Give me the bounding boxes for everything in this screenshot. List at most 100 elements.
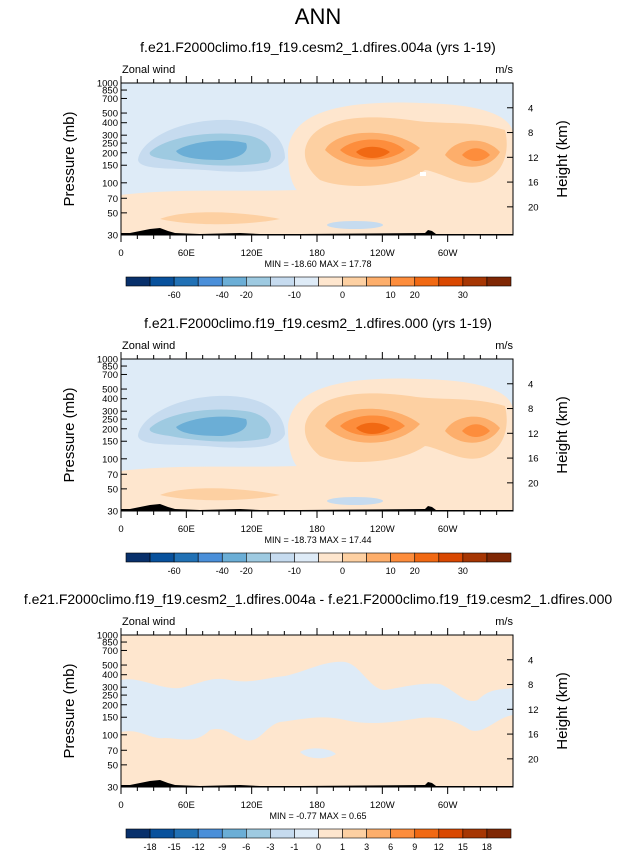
colorbar-label: -10 xyxy=(288,290,301,300)
colorbar-box xyxy=(366,828,391,839)
colorbar-box xyxy=(438,276,464,287)
colorbar-label: 12 xyxy=(434,842,444,850)
panel-1-y-right-label: Height (km) xyxy=(554,120,571,198)
y-tick-label: 100 xyxy=(102,178,118,189)
colorbar-label: 3 xyxy=(364,842,369,850)
colorbar-box xyxy=(173,276,199,287)
y-tick-label: 30 xyxy=(107,507,118,518)
panel-1-negative-lower-jet xyxy=(327,221,383,229)
colorbar-label: -15 xyxy=(168,842,181,850)
panel-2-y-right-label: Height (km) xyxy=(554,396,571,474)
panel-3-y-label: Pressure (mb) xyxy=(61,663,78,758)
colorbar-label: 18 xyxy=(482,842,492,850)
colorbar-box xyxy=(149,276,175,287)
y-right-tick-label: 20 xyxy=(528,754,539,765)
colorbar-box xyxy=(246,276,271,287)
colorbar-box xyxy=(270,828,295,839)
y-tick-label: 850 xyxy=(102,362,118,373)
colorbar-box xyxy=(414,276,440,287)
x-tick-label: 60W xyxy=(438,800,458,811)
y-tick-label: 150 xyxy=(102,437,118,448)
x-tick-label: 60W xyxy=(438,248,458,259)
colorbar-box xyxy=(486,828,512,839)
panel-3-title: f.e21.F2000climo.f19_f19.cesm2_1.dfires.… xyxy=(24,591,613,607)
colorbar-label: -20 xyxy=(240,290,253,300)
figure-title: ANN xyxy=(295,4,341,29)
colorbar-box xyxy=(246,552,271,563)
x-tick-label: 120W xyxy=(370,800,395,811)
colorbar-box xyxy=(149,828,175,839)
colorbar-box xyxy=(486,552,512,563)
colorbar-label: -60 xyxy=(168,566,181,576)
colorbar-label: 9 xyxy=(412,842,417,850)
panel-1-westerly-jet-peak xyxy=(356,146,390,158)
colorbar-box xyxy=(197,828,223,839)
colorbar-box xyxy=(294,552,319,563)
colorbar-label: -20 xyxy=(240,566,253,576)
y-tick-label: 150 xyxy=(102,161,118,172)
y-tick-label: 500 xyxy=(102,109,118,120)
x-tick-label: 120E xyxy=(241,524,263,535)
x-tick-label: 120E xyxy=(241,248,263,259)
panel-3-y-right-ticks: 20 16 12 8 4 xyxy=(507,655,539,765)
colorbar-label: -40 xyxy=(216,566,229,576)
y-right-tick-label: 20 xyxy=(528,202,539,213)
y-tick-label: 150 xyxy=(102,713,118,724)
colorbar-box xyxy=(390,276,416,287)
colorbar-box xyxy=(414,552,440,563)
panel-1-y-right-ticks: 20 16 12 8 4 xyxy=(507,103,539,213)
y-right-tick-label: 4 xyxy=(528,655,533,666)
panel-2-left-label: Zonal wind xyxy=(122,340,175,352)
x-tick-label: 120W xyxy=(370,248,395,259)
colorbar-box xyxy=(173,828,199,839)
x-tick-label: 120E xyxy=(241,800,263,811)
y-tick-label: 400 xyxy=(102,394,118,405)
colorbar-label: 6 xyxy=(388,842,393,850)
colorbar-box xyxy=(294,828,319,839)
colorbar-box xyxy=(366,552,391,563)
colorbar-box xyxy=(197,552,223,563)
y-tick-label: 300 xyxy=(102,683,118,694)
x-tick-label: 0 xyxy=(118,248,123,259)
colorbar-box xyxy=(149,552,175,563)
panel-3: f.e21.F2000climo.f19_f19.cesm2_1.dfires.… xyxy=(24,591,613,850)
x-tick-label: 0 xyxy=(118,800,123,811)
panel-2-positive-lower-inner xyxy=(160,488,280,501)
panel-2-title: f.e21.F2000climo.f19_f19.cesm2_1.dfires.… xyxy=(144,315,492,331)
colorbar-box xyxy=(125,828,151,839)
colorbar-label: -9 xyxy=(218,842,226,850)
colorbar-label: -3 xyxy=(266,842,274,850)
panel-2-terrain xyxy=(121,504,513,511)
y-tick-label: 100 xyxy=(102,454,118,465)
panel-1-stats: MIN = -18.60 MAX = 17.78 xyxy=(264,259,371,269)
colorbar-label: -60 xyxy=(168,290,181,300)
panel-1-plot-area xyxy=(121,83,513,235)
colorbar-box xyxy=(318,828,343,839)
y-tick-label: 850 xyxy=(102,86,118,97)
y-tick-label: 30 xyxy=(107,231,118,242)
panel-1-westerly-jet-max-b xyxy=(462,148,490,161)
colorbar-label: 20 xyxy=(410,566,420,576)
y-tick-label: 1000 xyxy=(97,79,118,90)
y-tick-label: 30 xyxy=(107,783,118,794)
colorbar-box xyxy=(221,828,247,839)
colorbar-label: 0 xyxy=(340,566,345,576)
colorbar-label: -18 xyxy=(144,842,157,850)
panel-1: f.e21.F2000climo.f19_f19.cesm2_1.dfires.… xyxy=(61,39,571,300)
colorbar-box xyxy=(246,828,271,839)
colorbar-label: 0 xyxy=(340,290,345,300)
colorbar-box xyxy=(390,552,416,563)
y-tick-label: 70 xyxy=(107,746,118,757)
panel-3-right-label: m/s xyxy=(495,616,513,628)
x-tick-label: 60E xyxy=(178,248,195,259)
colorbar-box xyxy=(270,276,295,287)
colorbar-label: 10 xyxy=(386,290,396,300)
panel-2-negative-lower-jet xyxy=(327,497,383,505)
y-tick-label: 200 xyxy=(102,148,118,159)
colorbar-label: 15 xyxy=(458,842,468,850)
colorbar-label: 20 xyxy=(410,290,420,300)
panel-1-colorbar: -60 -40 -20 -10 0 10 20 30 xyxy=(125,276,512,300)
colorbar-box xyxy=(270,552,295,563)
